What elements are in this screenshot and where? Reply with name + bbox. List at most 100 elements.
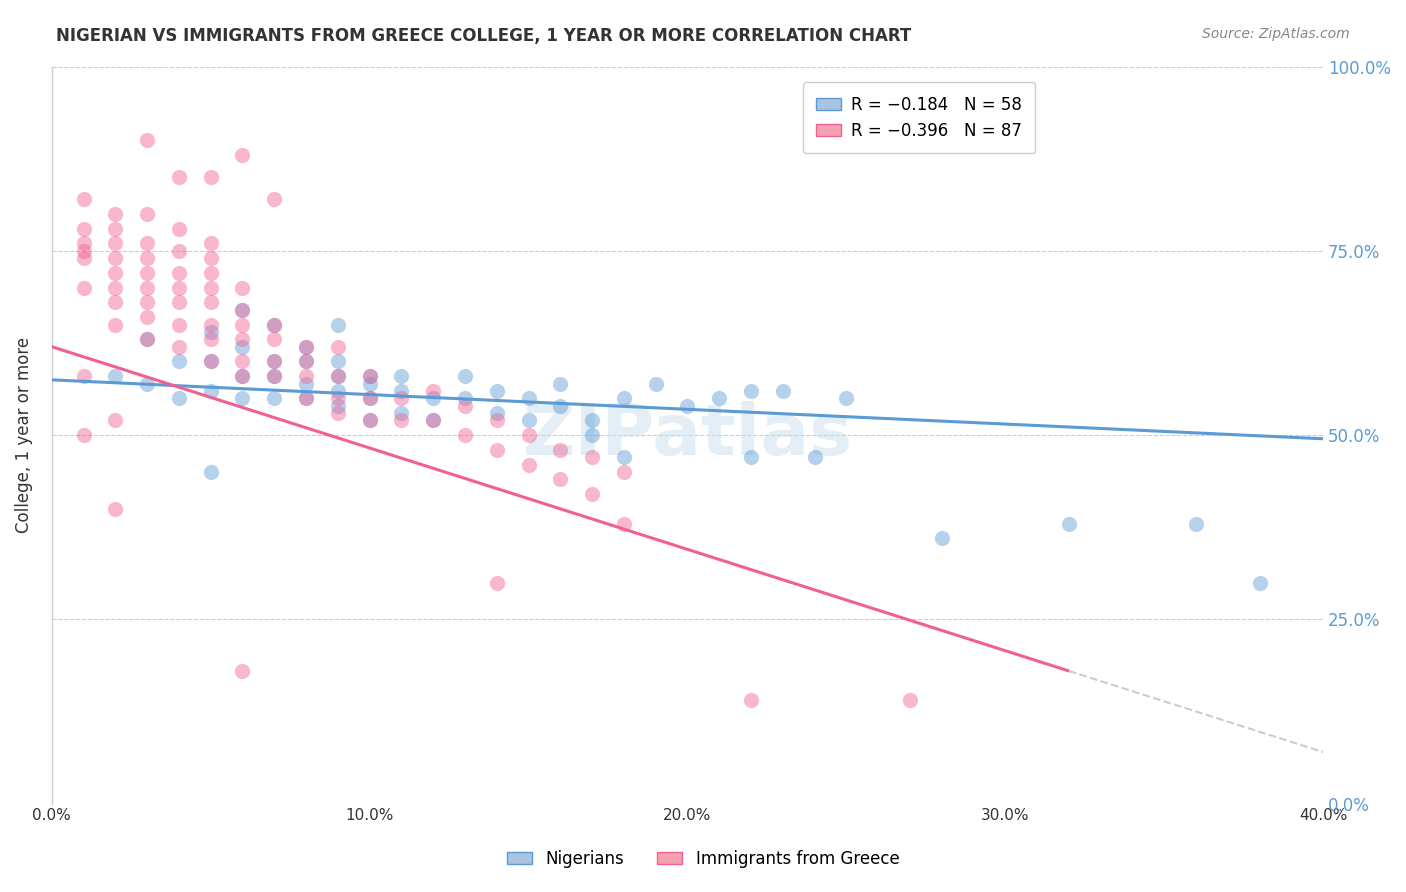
Point — [422, 413, 444, 427]
Point — [231, 369, 253, 384]
Point — [200, 266, 222, 280]
Point — [136, 251, 159, 265]
Point — [200, 354, 222, 368]
Legend: Nigerians, Immigrants from Greece: Nigerians, Immigrants from Greece — [501, 844, 905, 875]
Text: Source: ZipAtlas.com: Source: ZipAtlas.com — [1202, 27, 1350, 41]
Point — [676, 399, 699, 413]
Point — [167, 170, 190, 185]
Point — [167, 221, 190, 235]
Point — [359, 413, 381, 427]
Point — [517, 458, 540, 472]
Point — [359, 376, 381, 391]
Point — [72, 192, 94, 206]
Point — [200, 281, 222, 295]
Point — [104, 251, 127, 265]
Point — [104, 266, 127, 280]
Point — [295, 369, 318, 384]
Point — [231, 664, 253, 678]
Point — [167, 295, 190, 310]
Point — [740, 450, 762, 465]
Point — [200, 251, 222, 265]
Point — [231, 148, 253, 162]
Y-axis label: College, 1 year or more: College, 1 year or more — [15, 337, 32, 533]
Point — [136, 310, 159, 325]
Point — [931, 531, 953, 545]
Point — [263, 354, 285, 368]
Point — [200, 332, 222, 346]
Text: NIGERIAN VS IMMIGRANTS FROM GREECE COLLEGE, 1 YEAR OR MORE CORRELATION CHART: NIGERIAN VS IMMIGRANTS FROM GREECE COLLE… — [56, 27, 911, 45]
Point — [295, 354, 318, 368]
Point — [200, 236, 222, 251]
Point — [581, 487, 603, 501]
Point — [835, 391, 858, 405]
Point — [231, 354, 253, 368]
Point — [454, 369, 477, 384]
Point — [359, 413, 381, 427]
Point — [326, 369, 349, 384]
Point — [263, 354, 285, 368]
Point — [898, 693, 921, 707]
Point — [72, 221, 94, 235]
Point — [295, 354, 318, 368]
Point — [389, 413, 412, 427]
Point — [231, 281, 253, 295]
Point — [326, 399, 349, 413]
Point — [359, 369, 381, 384]
Point — [295, 340, 318, 354]
Legend: R = −0.184   N = 58, R = −0.396   N = 87: R = −0.184 N = 58, R = −0.396 N = 87 — [803, 82, 1035, 153]
Point — [200, 170, 222, 185]
Point — [485, 384, 508, 398]
Point — [104, 236, 127, 251]
Point — [72, 251, 94, 265]
Point — [485, 406, 508, 420]
Point — [613, 450, 636, 465]
Point — [136, 332, 159, 346]
Point — [167, 318, 190, 332]
Point — [167, 354, 190, 368]
Point — [389, 369, 412, 384]
Point — [359, 391, 381, 405]
Point — [231, 332, 253, 346]
Point — [104, 413, 127, 427]
Point — [295, 376, 318, 391]
Point — [389, 406, 412, 420]
Point — [803, 450, 825, 465]
Point — [326, 369, 349, 384]
Point — [326, 384, 349, 398]
Point — [613, 516, 636, 531]
Point — [263, 332, 285, 346]
Point — [740, 384, 762, 398]
Point — [263, 192, 285, 206]
Point — [136, 266, 159, 280]
Point — [359, 369, 381, 384]
Point — [231, 391, 253, 405]
Point — [263, 391, 285, 405]
Point — [104, 207, 127, 221]
Point — [200, 325, 222, 339]
Point — [581, 428, 603, 442]
Point — [200, 384, 222, 398]
Point — [644, 376, 666, 391]
Point — [613, 465, 636, 479]
Point — [104, 318, 127, 332]
Point — [104, 295, 127, 310]
Point — [231, 369, 253, 384]
Point — [454, 391, 477, 405]
Text: ZIPatlas: ZIPatlas — [523, 401, 852, 469]
Point — [231, 302, 253, 317]
Point — [167, 266, 190, 280]
Point — [550, 442, 572, 457]
Point — [1185, 516, 1208, 531]
Point — [72, 236, 94, 251]
Point — [200, 318, 222, 332]
Point — [550, 472, 572, 486]
Point — [485, 442, 508, 457]
Point — [517, 428, 540, 442]
Point — [550, 376, 572, 391]
Point — [167, 340, 190, 354]
Point — [136, 332, 159, 346]
Point — [72, 428, 94, 442]
Point — [136, 207, 159, 221]
Point — [104, 369, 127, 384]
Point — [104, 221, 127, 235]
